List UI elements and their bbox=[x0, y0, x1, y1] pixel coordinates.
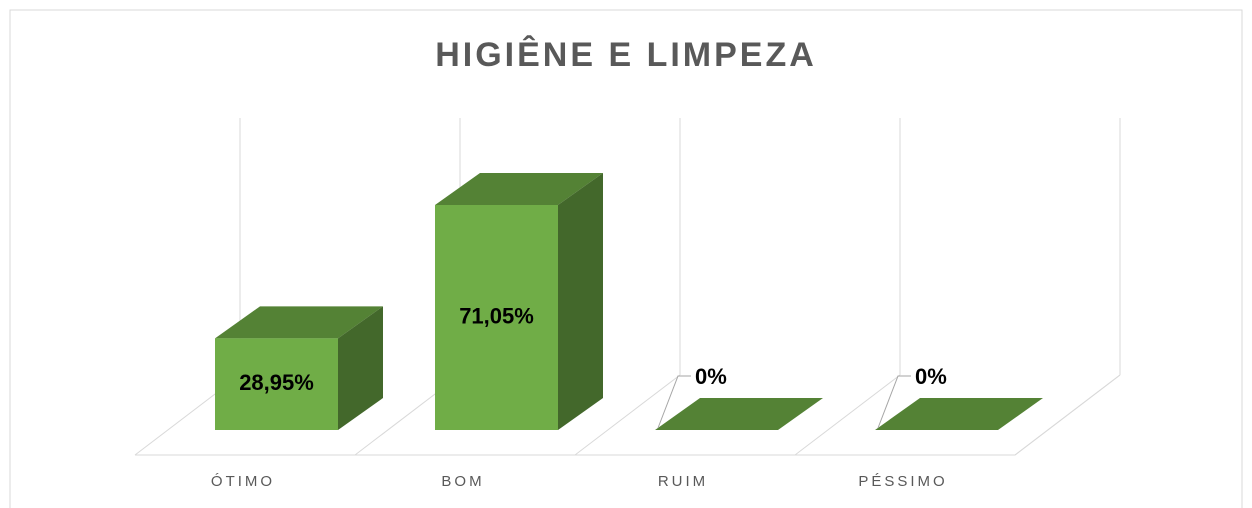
x-tick-label: ÓTIMO bbox=[211, 473, 275, 490]
leader-line bbox=[877, 375, 911, 429]
grid-line bbox=[1014, 374, 1121, 456]
chart-border bbox=[9, 9, 1243, 508]
grid-line bbox=[574, 374, 681, 456]
x-tick-label: RUIM bbox=[658, 473, 708, 490]
x-tick-label: BOM bbox=[441, 473, 484, 490]
chart-title: HIGIÊNE E LIMPEZA bbox=[435, 36, 817, 74]
bar-top bbox=[655, 398, 823, 430]
bar-top bbox=[435, 173, 603, 205]
bar-side bbox=[558, 173, 603, 430]
bar bbox=[215, 338, 338, 430]
x-tick-label: PÉSSIMO bbox=[858, 473, 947, 490]
value-label: 28,95% bbox=[239, 370, 314, 395]
bar bbox=[435, 205, 558, 430]
value-label: 71,05% bbox=[459, 303, 534, 328]
value-label: 0% bbox=[695, 364, 727, 389]
grid-line bbox=[794, 374, 901, 456]
bar-side bbox=[338, 306, 383, 430]
value-label: 0% bbox=[915, 364, 947, 389]
bar-top bbox=[875, 398, 1043, 430]
leader-line bbox=[657, 375, 691, 429]
bar-top bbox=[215, 306, 383, 339]
